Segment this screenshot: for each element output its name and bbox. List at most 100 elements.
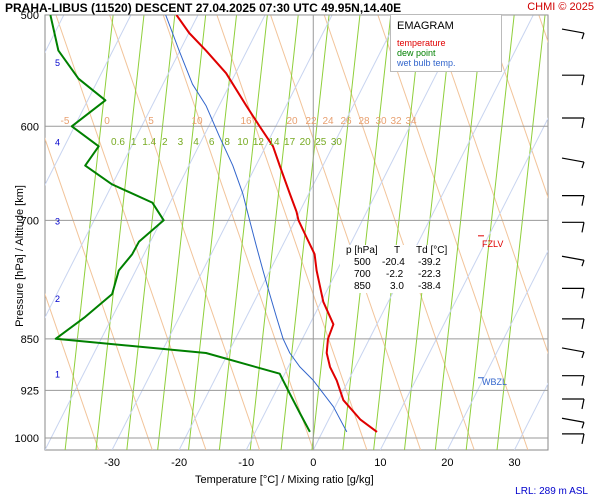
isotherm-line [45,15,266,450]
mixing-ratio-line [342,15,392,450]
wind-barb-flag [581,161,585,169]
x-tick-label: 10 [374,457,386,469]
x-tick-label: -10 [238,457,254,469]
wind-barb-flag [581,32,585,40]
mixing-ratio-label: 1 [131,137,137,148]
plot-frame [44,14,549,451]
wind-barb [561,157,585,163]
mixing-ratio-label: 0.6 [111,137,125,148]
table-header-t: T [394,245,401,256]
mixing-ratio-label: 10 [237,137,249,148]
y-tick-label: 925 [21,385,39,397]
legend-item-temperature: temperature [397,38,446,48]
dry-adiabat-label: 22 [305,116,317,127]
series-line-wet-bulb-temp- [165,15,348,433]
dry-adiabat-label: 5 [148,116,154,127]
table-header-p: p [hPa] [346,245,378,256]
y-tick-label: 500 [21,10,39,22]
wind-barb-flag [581,222,585,233]
legend: EMAGRAM temperature dew point wet bulb t… [390,14,502,72]
wind-barb-flag [581,375,585,386]
table-cell: -20.4 [382,257,405,268]
legend-title: EMAGRAM [397,20,454,32]
isotherm-line [178,15,400,450]
mixing-ratio-label: 8 [224,137,230,148]
legend-item-dew-point: dew point [397,48,436,58]
dry-adiabat-label: 10 [191,116,203,127]
dry-adiabat-label: 28 [358,116,370,127]
dry-adiabat-label: 16 [240,116,252,127]
x-tick-label: 0 [310,457,316,469]
wind-barb-flag [581,422,585,429]
table-header-row: p [hPa] T Td [°C] [340,245,450,257]
dry-adiabat-label: 20 [286,116,298,127]
dry-adiabat-line [431,15,548,355]
dry-adiabat-label: 24 [322,116,334,127]
dry-adiabat-label: 26 [340,116,352,127]
copyright: CHMI © 2025 [527,1,594,13]
values-table: p [hPa] T Td [°C] 500 -20.4 -39.2 700 -2… [340,245,450,293]
y-tick-label: 850 [21,334,39,346]
table-cell: -2.2 [386,269,404,280]
mixing-ratio-line [403,15,453,450]
wind-barb-flag [581,433,585,444]
table-cell: 3.0 [390,281,404,292]
mixing-ratio-label: 1.4 [142,137,156,148]
plot-area [45,15,548,450]
dry-adiabat-line [45,292,100,450]
mixing-ratio-label: 17 [284,137,296,148]
dry-adiabat-label: 32 [390,116,402,127]
y-tick-label: 700 [21,215,39,227]
wind-barb [561,417,585,423]
dry-adiabat-line [109,15,261,450]
y-tick-label: 600 [21,121,39,133]
mixing-ratio-line [373,15,423,450]
x-axis-title: Temperature [°C] / Mixing ratio [g/kg] [195,474,374,486]
mixing-ratio-line [218,15,268,450]
mixing-ratio-line [434,15,484,450]
table-cell: -38.4 [418,281,441,292]
fzlv-marker: FZLV [482,239,504,249]
table-row: 850 3.0 -38.4 [340,281,450,293]
isotherm-line [45,15,132,186]
mixing-ratio-line [64,15,114,450]
altitude-tick-label: 3 [55,216,60,226]
altitude-tick-label: 2 [55,294,60,304]
dry-adiabat-line [216,15,368,450]
wind-barb-flag [581,195,585,206]
table-cell: 700 [354,269,371,280]
dry-adiabat-line [45,137,153,450]
altitude-tick-label: 5 [55,58,60,68]
y-axis-title: Pressure [hPa] / Altitude [km] [14,185,26,327]
wind-barb-flag [581,117,585,129]
series-line-dew-point [49,15,311,433]
dry-adiabat-line [484,15,548,199]
mixing-ratio-line [311,15,361,450]
table-cell: 500 [354,257,371,268]
mixing-ratio-label: 3 [178,137,184,148]
altitude-tick-label: 4 [55,137,60,147]
dry-adiabat-label: 30 [375,116,387,127]
wind-barb-flag [581,398,585,410]
mixing-ratio-label: 25 [315,137,327,148]
altitude-tick-label: 1 [55,370,60,380]
isotherm-line [245,15,467,450]
wind-barb-flag [581,288,585,299]
wbzl-marker: WBZL [482,377,508,387]
lrl-label: LRL: 289 m ASL [515,486,588,497]
dry-adiabat-line [55,15,207,450]
x-tick-label: 20 [441,457,453,469]
x-tick-label: 30 [508,457,520,469]
dry-adiabat-label: 34 [405,116,417,127]
mixing-ratio-label: 12 [253,137,265,148]
mixing-ratio-label: 2 [162,137,168,148]
dry-adiabat-label: 0 [104,116,110,127]
mixing-ratio-line [157,15,207,450]
wind-barb-flag [581,351,585,359]
legend-item-wet-bulb: wet bulb temp. [397,58,456,68]
mixing-ratio-label: 6 [209,137,215,148]
table-cell: -22.3 [418,269,441,280]
x-tick-label: -20 [171,457,187,469]
wind-barb-flag [581,318,585,330]
